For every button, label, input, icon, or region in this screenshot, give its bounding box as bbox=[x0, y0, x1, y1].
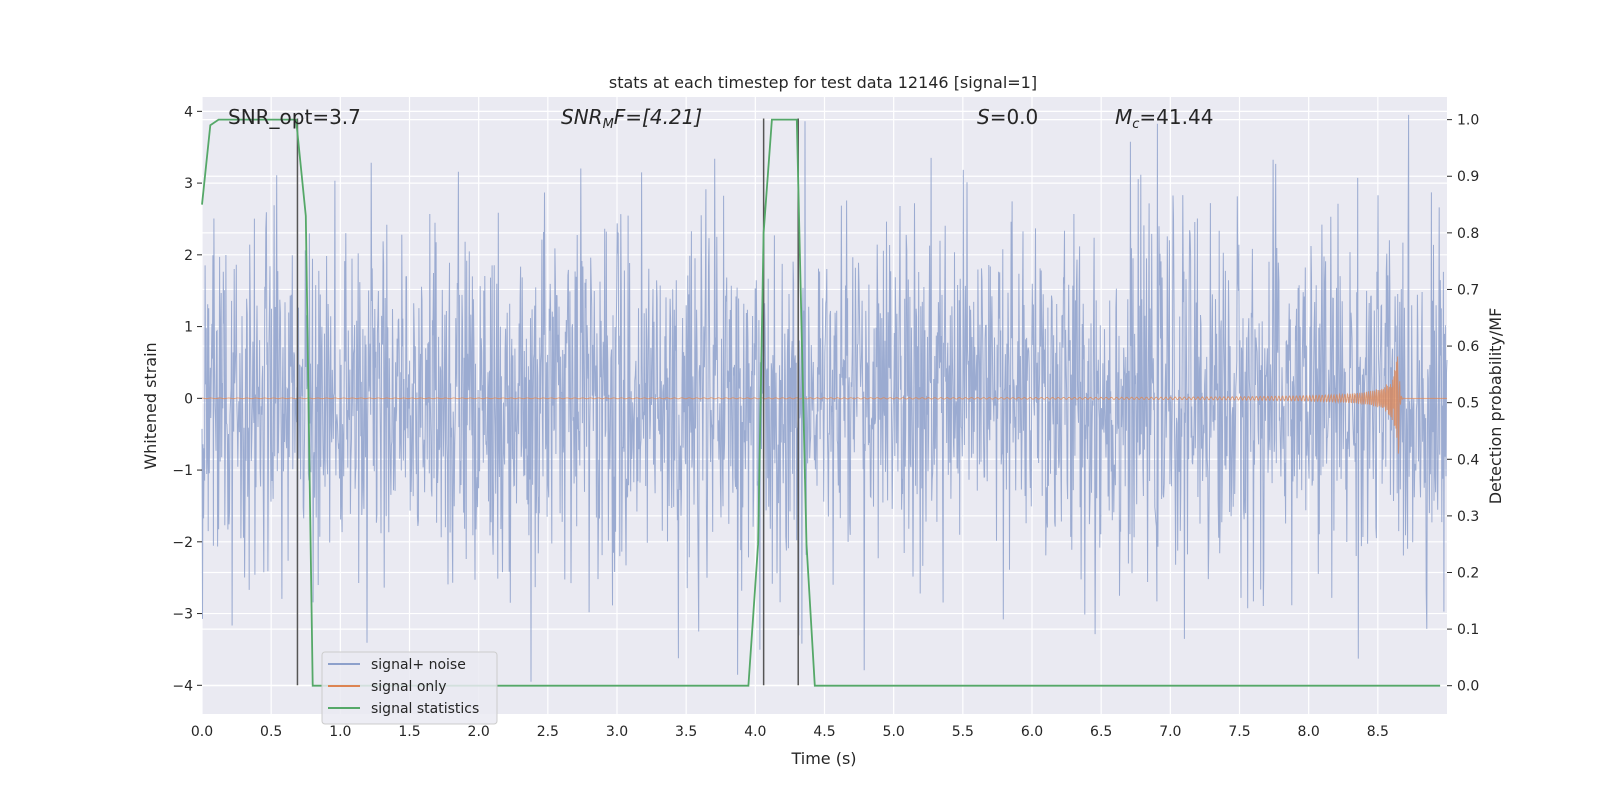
y-axis-label: Whitened strain bbox=[141, 342, 160, 469]
annotation-snr-mf-var: SNR bbox=[561, 105, 603, 129]
x-tick-label: 8.5 bbox=[1367, 724, 1389, 740]
y2-tick-label: 1.0 bbox=[1457, 113, 1479, 129]
y-tick-label: 2 bbox=[184, 248, 193, 264]
signal-only-line bbox=[201, 356, 1447, 454]
legend-label-stats: signal statistics bbox=[371, 701, 479, 717]
x-tick-label: 7.0 bbox=[1159, 724, 1181, 740]
annotation-snr-mf-val: F=[4.21] bbox=[614, 105, 702, 129]
x-tick-label: 2.0 bbox=[468, 724, 490, 740]
legend: signal+ noise signal only signal statist… bbox=[321, 651, 498, 725]
y2-tick-label: 0.7 bbox=[1457, 282, 1479, 298]
y2-tick-label: 0.9 bbox=[1457, 169, 1479, 185]
y2-tick-label: 0.6 bbox=[1457, 339, 1479, 355]
x-axis-label: Time (s) bbox=[790, 749, 856, 768]
x-tick-label: 8.0 bbox=[1298, 724, 1320, 740]
y-tick-label: 4 bbox=[184, 104, 193, 120]
x-axis-ticks: 0.0 0.5 1.0 1.5 2.0 2.5 3.0 3.5 4.0 4.5 5.0 5.5 6.0 6… bbox=[191, 724, 1389, 740]
y2-tick-label: 0.8 bbox=[1457, 226, 1479, 242]
annotation-mc-val: =41.44 bbox=[1139, 105, 1213, 129]
x-tick-label: 0.5 bbox=[260, 724, 282, 740]
y-tick-label: 3 bbox=[184, 176, 193, 192]
signal-only-series bbox=[201, 356, 1447, 454]
signal-noise-series bbox=[201, 114, 1448, 682]
y2-tick-label: 0.5 bbox=[1457, 396, 1479, 412]
annotation-mc-var: M bbox=[1115, 105, 1132, 129]
signal-noise-line bbox=[201, 114, 1448, 682]
annotation-s: S=0.0 bbox=[977, 105, 1038, 129]
x-tick-label: 5.5 bbox=[952, 724, 974, 740]
legend-label-signal: signal only bbox=[371, 679, 446, 695]
legend-box bbox=[321, 651, 498, 725]
y-tick-label: 0 bbox=[184, 391, 193, 407]
y2-axis-ticks: 1.0 0.9 0.8 0.7 0.6 0.5 0.4 0.3 0.2 0.1 0.0 bbox=[1447, 113, 1479, 695]
y2-tick-label: 0.2 bbox=[1457, 565, 1479, 581]
annotation-mc-sub: c bbox=[1132, 117, 1139, 132]
x-tick-label: 4.5 bbox=[813, 724, 835, 740]
annotation-snr-opt: SNR_opt=3.7 bbox=[228, 105, 361, 129]
x-tick-label: 3.5 bbox=[675, 724, 697, 740]
y-tick-label: 1 bbox=[184, 320, 193, 336]
annotation-mc: Mc=41.44 bbox=[1115, 105, 1213, 132]
x-tick-label: 4.0 bbox=[744, 724, 766, 740]
y-axis-ticks: 4 3 2 1 0 −1 −2 −3 −4 bbox=[172, 104, 202, 694]
signal-statistics-line bbox=[201, 118, 1441, 687]
x-tick-label: 2.5 bbox=[537, 724, 559, 740]
x-tick-label: 0.0 bbox=[191, 724, 213, 740]
x-tick-label: 1.0 bbox=[329, 724, 351, 740]
y-tick-label: −1 bbox=[172, 463, 193, 479]
x-tick-label: 6.0 bbox=[1021, 724, 1043, 740]
annotation-s-var: S bbox=[977, 105, 990, 129]
x-tick-label: 7.5 bbox=[1228, 724, 1250, 740]
legend-label-noise: signal+ noise bbox=[371, 657, 466, 673]
chart-title: stats at each timestep for test data 121… bbox=[609, 73, 1037, 92]
annotation-snr-mf-sub: M bbox=[603, 117, 614, 132]
annotation-s-val: =0.0 bbox=[990, 105, 1039, 129]
x-tick-label: 3.0 bbox=[606, 724, 628, 740]
y2-axis-label: Detection probability/MF bbox=[1486, 308, 1505, 505]
x-tick-label: 6.5 bbox=[1090, 724, 1112, 740]
annotation-snr-mf: SNRMF=[4.21] bbox=[561, 105, 702, 132]
y-tick-label: −3 bbox=[172, 607, 193, 623]
y2-tick-label: 0.3 bbox=[1457, 509, 1479, 525]
x-tick-label: 5.0 bbox=[883, 724, 905, 740]
signal-statistics-series bbox=[201, 118, 1441, 687]
y2-tick-label: 0.0 bbox=[1457, 679, 1479, 695]
y-tick-label: −4 bbox=[172, 678, 193, 694]
y2-tick-label: 0.1 bbox=[1457, 622, 1479, 638]
y-tick-label: −2 bbox=[172, 535, 193, 551]
y2-tick-label: 0.4 bbox=[1457, 452, 1479, 468]
x-tick-label: 1.5 bbox=[398, 724, 420, 740]
